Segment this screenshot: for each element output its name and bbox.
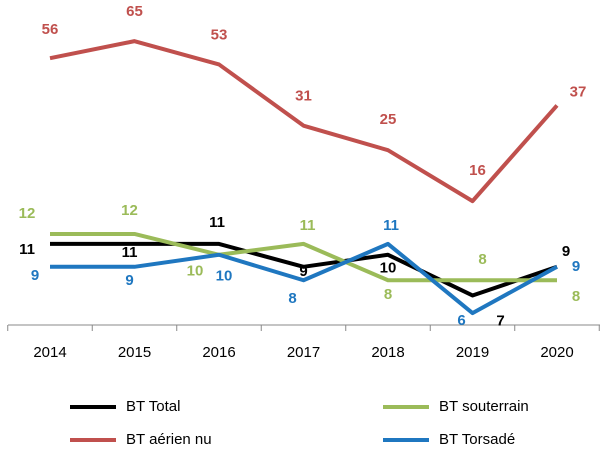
data-label: 9: [562, 243, 570, 260]
data-label: 8: [478, 251, 486, 268]
data-label: 6: [457, 312, 465, 329]
data-label: 7: [496, 312, 504, 329]
data-label: 16: [469, 162, 486, 179]
data-label: 10: [187, 263, 204, 280]
data-label: 9: [31, 267, 39, 284]
data-label: 11: [209, 214, 225, 231]
data-label: 8: [288, 290, 296, 307]
data-label: 9: [572, 258, 580, 275]
series-line: [49, 39, 559, 204]
series-line: [50, 241, 558, 316]
data-label: 37: [570, 83, 587, 100]
data-label: 11: [122, 244, 138, 261]
series-line: [50, 241, 558, 298]
x-tick-label: 2015: [118, 344, 151, 361]
data-label: 11: [300, 217, 316, 234]
x-tick-label: 2018: [371, 344, 404, 361]
legend-label: BT Torsadé: [439, 431, 515, 448]
legend-label: BT souterrain: [439, 398, 529, 415]
data-label: 56: [42, 21, 59, 38]
x-tick-label: 2017: [287, 344, 320, 361]
data-label: 9: [299, 263, 307, 280]
data-label: 53: [211, 26, 228, 43]
x-tick-label: 2016: [202, 344, 235, 361]
x-tick-label: 2019: [456, 344, 489, 361]
data-label: 9: [125, 272, 133, 289]
series-line: [50, 231, 557, 283]
data-label: 12: [19, 205, 36, 222]
data-label: 31: [295, 88, 312, 105]
data-label: 25: [380, 111, 397, 128]
data-label: 12: [121, 202, 138, 219]
data-label: 8: [384, 286, 392, 303]
data-label: 11: [19, 241, 35, 258]
x-tick-label: 2014: [33, 344, 66, 361]
data-label: 65: [126, 3, 143, 20]
data-label: 10: [216, 268, 233, 285]
data-label: 8: [572, 288, 580, 305]
data-label: 11: [383, 217, 399, 234]
data-label: 10: [380, 260, 397, 277]
x-tick-label: 2020: [540, 344, 573, 361]
legend-label: BT aérien nu: [126, 431, 212, 448]
legend-label: BT Total: [126, 398, 180, 415]
